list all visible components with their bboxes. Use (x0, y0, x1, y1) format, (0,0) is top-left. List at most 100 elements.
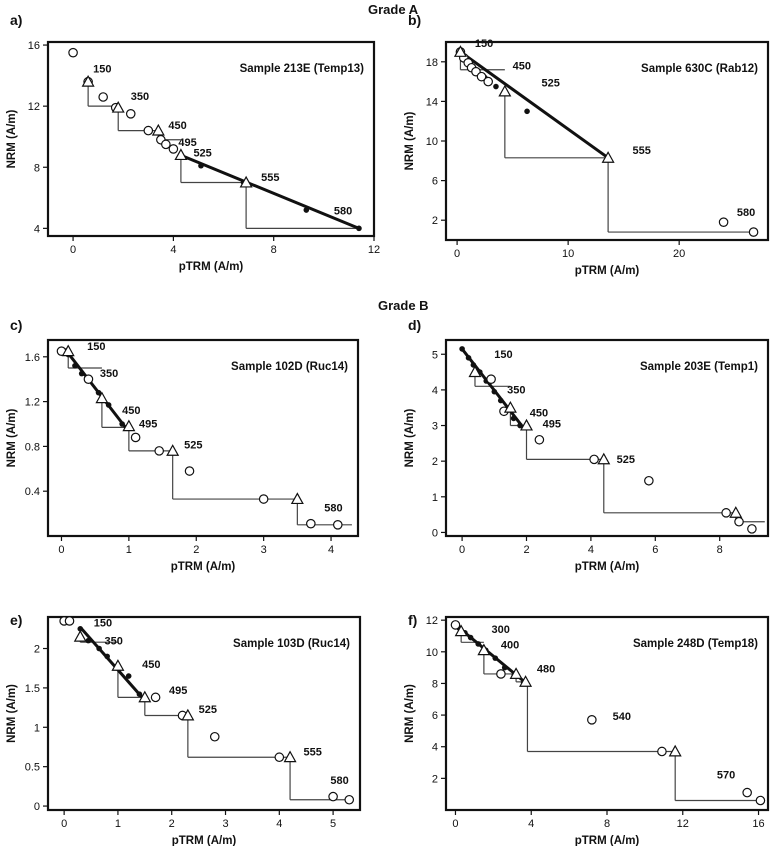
x-axis-label: pTRM (A/m) (575, 835, 640, 846)
fit-point (467, 634, 474, 641)
data-point (68, 47, 78, 58)
ptrm-check-point (283, 750, 297, 763)
grade-b-heading: Grade B (378, 298, 429, 313)
x-tick-label: 0 (452, 818, 458, 830)
x-tick-label: 0 (454, 248, 460, 260)
y-tick-label: 14 (426, 96, 438, 108)
y-tick-label: 4 (432, 742, 438, 754)
data-point (534, 434, 545, 445)
ptrm-check-point (477, 643, 491, 656)
ptrm-check-point (503, 400, 517, 413)
y-axis-label: NRM (A/m) (404, 111, 416, 170)
y-tick-label: 6 (432, 176, 438, 188)
data-point (718, 217, 729, 227)
ptrm-check-point (454, 624, 468, 637)
data-point (450, 620, 461, 630)
temperature-label: 450 (142, 659, 160, 671)
ptrm-check-point (468, 365, 482, 378)
y-axis-label: NRM (A/m) (404, 684, 416, 743)
y-axis-label: NRM (A/m) (6, 408, 18, 467)
grade-a-heading: Grade A (368, 2, 419, 17)
chart-panel-b: b) Sample 630C (Rab12) 0 10 20 2 6 10 14 18 pTRM (… (404, 12, 770, 277)
fit-line (460, 347, 523, 427)
x-tick-label: 1 (115, 818, 121, 830)
panel-label: b) (408, 12, 421, 28)
ptrm-check-point (453, 45, 467, 57)
fit-point (96, 645, 102, 652)
temperature-label: 350 (100, 368, 118, 380)
data-point (143, 125, 154, 136)
temperature-label: 580 (324, 502, 342, 514)
fit-point (104, 653, 110, 660)
temperature-label: 495 (543, 418, 561, 430)
y-tick-label: 0.8 (25, 441, 40, 453)
temperature-label: 350 (131, 91, 149, 103)
temperature-label: 580 (330, 775, 348, 787)
data-point (483, 76, 493, 87)
plot-frame (46, 40, 376, 238)
data-point (657, 746, 667, 757)
temperature-label: 525 (541, 78, 559, 90)
data-point (83, 374, 94, 384)
x-tick-label: 0 (70, 244, 76, 256)
chart-panel-a: a) Sample 213E (Temp13) 0 4 8 12 4 8 12 16 pTRM (A… (6, 12, 380, 273)
data-point (332, 519, 343, 530)
y-tick-label: 0 (432, 527, 438, 539)
fit-point (119, 421, 125, 427)
data-point (721, 508, 731, 518)
ptrm-check-point (95, 391, 109, 404)
x-tick-label: 5 (330, 818, 336, 830)
data-point (587, 715, 597, 725)
fit-point (510, 415, 517, 422)
data-point (184, 466, 195, 476)
data-point (306, 518, 316, 529)
x-axis-label: pTRM (A/m) (172, 835, 237, 846)
y-tick-label: 2 (432, 773, 438, 785)
fit-point (491, 388, 498, 395)
x-tick-label: 1 (126, 544, 132, 556)
temperature-label: 555 (304, 747, 322, 759)
ptrm-check-point (239, 175, 253, 188)
fit-point (105, 402, 112, 408)
data-point (476, 71, 487, 82)
temperature-label: 400 (501, 640, 519, 652)
temperature-label: 450 (530, 408, 548, 420)
temperature-label: 150 (87, 341, 105, 353)
ptrm-check-point (151, 123, 165, 136)
x-tick-label: 6 (652, 544, 658, 556)
fit-point (85, 637, 92, 644)
y-tick-label: 10 (426, 136, 438, 148)
temperature-label: 150 (93, 64, 111, 76)
fit-point (356, 225, 362, 232)
chart-panel-f: f) Sample 248D (Temp18) 0 4 8 12 16 2 4 6 8 10 12 pTR… (404, 612, 770, 846)
data-point (274, 752, 285, 763)
temperature-label: 150 (475, 38, 493, 50)
temperature-label: 480 (537, 663, 555, 675)
y-tick-label: 1.6 (25, 352, 40, 364)
fit-point (492, 655, 499, 661)
x-tick-label: 0 (58, 544, 64, 556)
data-point (486, 374, 496, 384)
temperature-label: 150 (494, 349, 512, 361)
fit-point (77, 626, 84, 632)
chart-title: Sample 203E (Temp1) (640, 361, 758, 373)
temperature-label: 525 (184, 440, 202, 452)
data-point (168, 144, 179, 154)
y-tick-label: 12 (426, 615, 438, 627)
temperature-label: 555 (633, 145, 651, 157)
data-point (154, 446, 164, 456)
y-tick-label: 4 (34, 223, 40, 235)
fit-line (459, 50, 609, 160)
ptrm-check-point (73, 629, 87, 642)
x-tick-label: 4 (276, 818, 282, 830)
fit-point (95, 389, 102, 396)
x-tick-label: 16 (752, 818, 764, 830)
fit-point (72, 362, 78, 369)
data-point (748, 227, 759, 237)
plot-frame (46, 615, 362, 812)
temperature-label: 450 (168, 120, 186, 132)
temperature-label: 300 (491, 624, 509, 636)
chart-title: Sample 630C (Rab12) (641, 63, 758, 75)
fit-point (136, 691, 143, 697)
